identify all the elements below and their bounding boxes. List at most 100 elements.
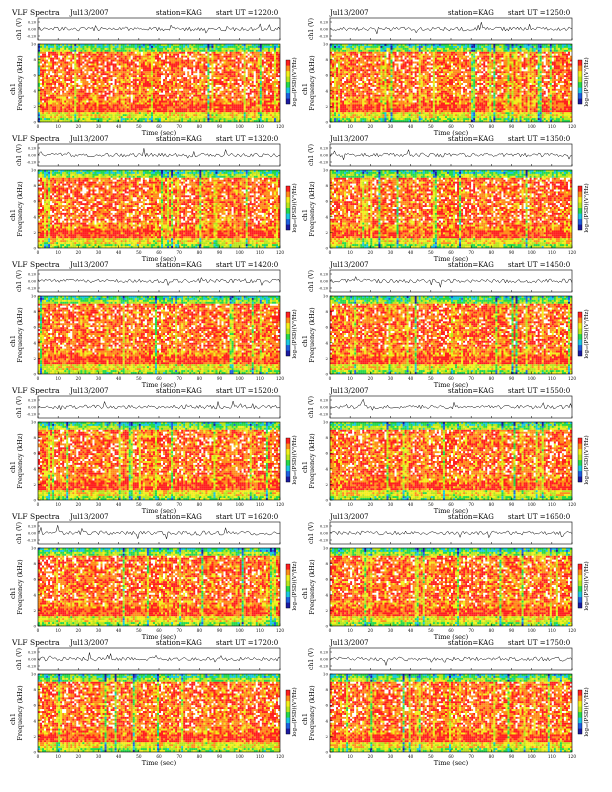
waveform-tick-label: 0.20: [320, 21, 329, 25]
colorbar-swatch: [578, 318, 582, 324]
time-tick-label: 30: [96, 502, 102, 507]
time-tick-label: 110: [548, 124, 556, 129]
colorbar-swatch: [578, 592, 582, 598]
colorbar-swatch: [286, 329, 290, 335]
panel-start-time: start UT =1620:0: [216, 513, 278, 521]
time-tick-label: 100: [236, 754, 244, 759]
time-tick-label: 110: [548, 628, 556, 633]
waveform-tick-label: 0.20: [28, 273, 37, 277]
waveform-ylabel: ch1 (V): [308, 396, 315, 418]
colorbar-label: log₁₀(PSD)(V²/Hz): [291, 435, 298, 484]
time-tick-label: 40: [116, 754, 122, 759]
colorbar-label: log₁₀(PSD)(V²/Hz): [291, 183, 298, 232]
time-tick-label: 110: [256, 628, 264, 633]
freq-tick-label: 2: [33, 482, 36, 487]
colorbar-swatch: [286, 712, 290, 718]
time-tick-label: 10: [55, 628, 61, 633]
time-tick-label: 110: [256, 124, 264, 129]
waveform-tick-label: 0.00: [28, 532, 37, 536]
time-tick-label: 40: [116, 124, 122, 129]
time-tick-label: 120: [276, 250, 284, 255]
freq-tick-label: 2: [325, 482, 328, 487]
time-tick-label: 10: [347, 250, 353, 255]
colorbar-swatch: [286, 186, 290, 192]
freq-tick-label: 2: [325, 608, 328, 613]
freq-ylabel: Frequency (kHz): [308, 433, 316, 489]
time-tick-label: 20: [368, 754, 374, 759]
waveform-tick-label: -0.20: [27, 287, 37, 291]
panel-start-time: start UT =1520:0: [216, 387, 278, 395]
spectrogram-image: [330, 44, 572, 122]
colorbar-swatch: [578, 690, 582, 696]
colorbar-swatch: [578, 570, 582, 576]
time-tick-label: 80: [197, 250, 203, 255]
colorbar-swatch: [286, 340, 290, 346]
colorbar-swatch: [578, 455, 582, 461]
colorbar-swatch: [578, 586, 582, 592]
freq-tick-label: 2: [33, 734, 36, 739]
colorbar-swatch: [286, 466, 290, 472]
freq-tick-label: 10: [31, 546, 37, 551]
freq-tick-label: 6: [33, 73, 36, 78]
time-tick-label: 40: [116, 502, 122, 507]
freq-tick-label: 2: [325, 104, 328, 109]
waveform-frame: [330, 270, 572, 292]
time-tick-label: 100: [528, 754, 536, 759]
colorbar-swatch: [286, 208, 290, 214]
freq-tick-label: 6: [33, 577, 36, 582]
panel-date: Jul13/2007: [329, 639, 369, 647]
waveform-tick-label: 0.00: [320, 28, 329, 32]
colorbar-swatch: [578, 444, 582, 450]
waveform-ylabel: ch1 (V): [308, 18, 315, 40]
colorbar-swatch: [286, 345, 290, 351]
waveform-frame: [38, 270, 280, 292]
time-tick-label: 100: [528, 250, 536, 255]
panel-date: Jul13/2007: [329, 387, 369, 395]
freq-tick-label: 8: [33, 435, 36, 440]
freq-tick-label: 4: [325, 340, 328, 345]
time-tick-label: 90: [509, 502, 515, 507]
panel-start-time: start UT =1650:0: [508, 513, 570, 521]
colorbar-swatch: [578, 340, 582, 346]
panel-start-time: start UT =1320:0: [216, 135, 278, 143]
time-tick-label: 100: [528, 502, 536, 507]
waveform-tick-label: 0.20: [320, 273, 329, 277]
panel-date: Jul13/2007: [69, 387, 109, 395]
waveform-ylabel: ch1 (V): [308, 648, 315, 670]
colorbar-swatch: [286, 219, 290, 225]
spectrogram-image: [330, 548, 572, 626]
waveform-ylabel: ch1 (V): [16, 648, 23, 670]
panel-start-time: start UT =1350:0: [508, 135, 570, 143]
time-tick-label: 120: [276, 502, 284, 507]
colorbar-swatch: [578, 466, 582, 472]
time-tick-label: 70: [468, 250, 474, 255]
waveform-tick-label: 0.20: [28, 399, 37, 403]
time-tick-label: 40: [408, 628, 414, 633]
colorbar-swatch: [578, 696, 582, 702]
colorbar-swatch: [286, 82, 290, 88]
time-tick-label: 120: [568, 628, 576, 633]
panel-start-time: start UT =1550:0: [508, 387, 570, 395]
time-tick-label: 0: [329, 124, 332, 129]
time-tick-label: 70: [176, 124, 182, 129]
time-tick-label: 10: [347, 124, 353, 129]
panel-station: station=KAG: [448, 9, 494, 17]
time-tick-label: 30: [388, 124, 394, 129]
colorbar-label: log₁₀(PSD)(V²/Hz): [583, 57, 590, 106]
freq-tick-label: 6: [325, 199, 328, 204]
waveform-tick-label: 0.20: [320, 147, 329, 151]
waveform-tick-label: 0.00: [320, 658, 329, 662]
freq-tick-label: 2: [33, 230, 36, 235]
time-tick-label: 10: [55, 502, 61, 507]
colorbar-swatch: [578, 460, 582, 466]
panel-station: station=KAG: [448, 387, 494, 395]
freq-tick-label: 4: [33, 592, 36, 597]
waveform-tick-label: -0.20: [27, 665, 37, 669]
freq-tick-label: 8: [325, 561, 328, 566]
time-tick-label: 100: [236, 502, 244, 507]
panel-station: station=KAG: [156, 261, 202, 269]
panel-date: Jul13/2007: [329, 261, 369, 269]
time-tick-label: 0: [37, 250, 40, 255]
panel-title: VLF Spectra: [11, 386, 60, 395]
panel-start-time: start UT =1220:0: [216, 9, 278, 17]
